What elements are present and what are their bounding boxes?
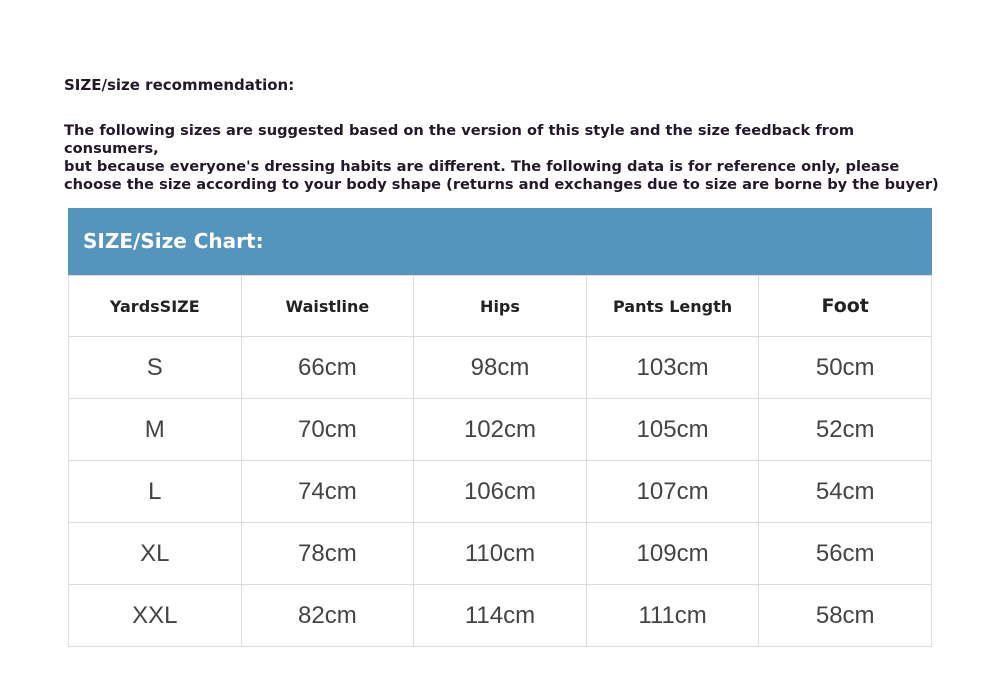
measurement-cell: 110cm	[413, 522, 587, 585]
measurement-cell: 54cm	[758, 460, 932, 523]
measurement-cell: 70cm	[240, 398, 415, 461]
column-header: Foot	[758, 275, 932, 337]
measurement-cell: 103cm	[585, 336, 760, 399]
recommendation-title: SIZE/size recommendation:	[64, 76, 295, 94]
measurement-cell: 105cm	[585, 398, 760, 461]
column-header: Hips	[413, 275, 587, 337]
table-header-row: YardsSIZE Waistline Hips Pants Length Foot	[68, 275, 932, 337]
measurement-cell: 74cm	[240, 460, 415, 523]
size-table: YardsSIZE Waistline Hips Pants Length Foot S…	[68, 275, 932, 647]
table-row: L 74cm 106cm 107cm 54cm	[68, 460, 932, 523]
column-header: Waistline	[240, 275, 415, 337]
size-label-cell: S	[68, 336, 242, 399]
measurement-cell: 56cm	[758, 522, 932, 585]
measurement-cell: 98cm	[413, 336, 587, 399]
size-chart: SIZE/Size Chart: YardsSIZE Waistline Hips P…	[68, 208, 932, 647]
measurement-cell: 102cm	[413, 398, 587, 461]
size-label-cell: XXL	[68, 584, 242, 647]
measurement-cell: 109cm	[585, 522, 760, 585]
table-row: S 66cm 98cm 103cm 50cm	[68, 336, 932, 399]
table-row: M 70cm 102cm 105cm 52cm	[68, 398, 932, 461]
measurement-cell: 107cm	[585, 460, 760, 523]
size-label-cell: L	[68, 460, 242, 523]
measurement-cell: 66cm	[240, 336, 415, 399]
table-row: XL 78cm 110cm 109cm 56cm	[68, 522, 932, 585]
column-header: YardsSIZE	[68, 275, 242, 337]
recommendation-text: The following sizes are suggested based …	[64, 122, 939, 193]
column-header: Pants Length	[585, 275, 760, 337]
size-label-cell: M	[68, 398, 242, 461]
measurement-cell: 78cm	[240, 522, 415, 585]
measurement-cell: 82cm	[240, 584, 415, 647]
measurement-cell: 58cm	[758, 584, 932, 647]
size-label-cell: XL	[68, 522, 242, 585]
table-row: XXL 82cm 114cm 111cm 58cm	[68, 584, 932, 647]
size-chart-title: SIZE/Size Chart:	[68, 208, 932, 275]
measurement-cell: 111cm	[585, 584, 760, 647]
measurement-cell: 50cm	[758, 336, 932, 399]
measurement-cell: 52cm	[758, 398, 932, 461]
measurement-cell: 106cm	[413, 460, 587, 523]
measurement-cell: 114cm	[413, 584, 587, 647]
